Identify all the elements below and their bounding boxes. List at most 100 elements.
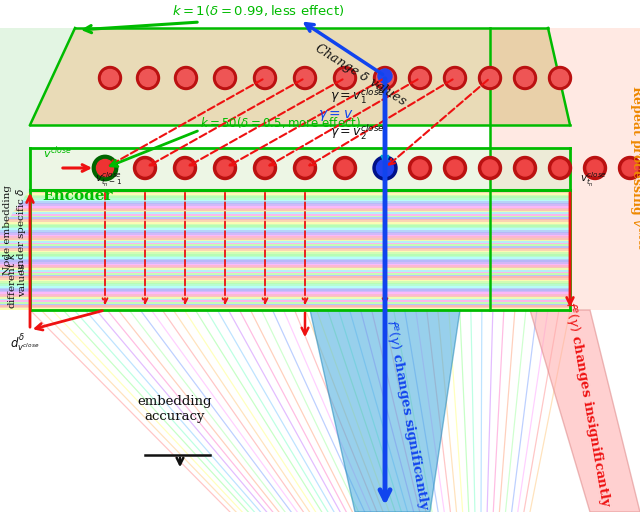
Polygon shape [0,304,570,305]
Polygon shape [13,211,570,212]
Polygon shape [0,291,570,292]
Circle shape [412,70,429,87]
Circle shape [214,67,237,90]
Polygon shape [23,198,570,200]
Polygon shape [310,310,460,512]
Polygon shape [0,255,570,257]
Polygon shape [11,214,570,216]
Circle shape [378,69,392,83]
Circle shape [548,67,572,90]
Circle shape [253,67,276,90]
Polygon shape [0,301,570,302]
Circle shape [548,157,572,180]
Circle shape [513,157,536,180]
Polygon shape [0,286,570,288]
Circle shape [333,67,356,90]
Polygon shape [6,220,570,222]
Text: Node embedding
under specific $\delta$: Node embedding under specific $\delta$ [3,185,29,275]
Polygon shape [20,201,570,203]
Circle shape [294,67,317,90]
Polygon shape [0,246,570,248]
Circle shape [257,70,273,87]
Text: embedding
accuracy: embedding accuracy [138,395,212,423]
Circle shape [552,70,568,87]
Circle shape [102,70,118,87]
Polygon shape [28,191,570,193]
Circle shape [175,67,198,90]
Circle shape [214,157,237,180]
Polygon shape [0,244,570,246]
Circle shape [516,70,534,87]
Circle shape [622,160,638,176]
Circle shape [297,160,313,176]
Text: $k=50(\delta=0.5,\mathrm{more\ effect})$: $k=50(\delta=0.5,\mathrm{more\ effect})$ [200,115,361,130]
Polygon shape [12,212,570,214]
Polygon shape [0,307,570,308]
Circle shape [376,70,394,87]
Circle shape [374,67,397,90]
Circle shape [257,160,273,176]
Polygon shape [7,219,570,220]
Polygon shape [0,254,570,255]
Polygon shape [0,289,570,291]
Polygon shape [0,257,570,259]
Text: $k=1(\delta=0.99,\mathrm{less\ effect})$: $k=1(\delta=0.99,\mathrm{less\ effect})$ [172,3,344,18]
Text: Change $\delta$ values: Change $\delta$ values [310,40,410,110]
Polygon shape [0,270,570,271]
Polygon shape [22,200,570,201]
Polygon shape [0,271,570,273]
Polygon shape [30,148,570,310]
Polygon shape [0,299,570,301]
Circle shape [97,160,113,177]
Polygon shape [0,280,570,281]
Polygon shape [0,273,570,275]
Polygon shape [18,204,570,206]
Polygon shape [0,264,570,265]
Polygon shape [0,297,570,299]
Circle shape [177,160,193,176]
Polygon shape [30,28,570,125]
Text: $\gamma=v_1^{close}$: $\gamma=v_1^{close}$ [330,86,385,105]
Polygon shape [0,278,570,280]
Circle shape [447,70,463,87]
Polygon shape [0,233,570,235]
Text: Repeat processing $v^{close}$: Repeat processing $v^{close}$ [627,85,640,251]
Polygon shape [0,252,570,254]
Circle shape [513,67,536,90]
Text: $v_{t_n-1}^{close}$: $v_{t_n-1}^{close}$ [95,171,122,189]
Circle shape [136,67,159,90]
Polygon shape [0,240,570,241]
Polygon shape [1,227,570,228]
Text: $f^e(\gamma)$ changes significantly: $f^e(\gamma)$ changes significantly [381,317,432,512]
Circle shape [217,160,233,176]
Polygon shape [0,249,570,251]
Polygon shape [0,283,570,284]
Polygon shape [17,206,570,207]
Polygon shape [25,195,570,197]
Text: $v_{t_n}^{close}$: $v_{t_n}^{close}$ [580,171,607,189]
Polygon shape [0,262,570,264]
Polygon shape [0,259,570,261]
Circle shape [412,160,428,176]
Circle shape [99,67,122,90]
Circle shape [618,157,640,180]
Polygon shape [0,248,570,249]
Polygon shape [0,243,570,244]
Polygon shape [10,216,570,217]
Circle shape [294,157,317,180]
Polygon shape [0,267,570,268]
Circle shape [587,160,603,176]
Polygon shape [0,292,570,294]
Circle shape [177,70,195,87]
Polygon shape [0,288,570,289]
Text: $d_{v^{close}}^{\delta}$: $d_{v^{close}}^{\delta}$ [10,333,39,354]
Polygon shape [0,230,570,231]
Circle shape [173,157,196,180]
Polygon shape [0,251,570,252]
Circle shape [444,157,467,180]
Polygon shape [0,265,570,267]
Polygon shape [19,203,570,204]
Circle shape [296,70,314,87]
Polygon shape [0,268,570,270]
Polygon shape [0,237,570,238]
